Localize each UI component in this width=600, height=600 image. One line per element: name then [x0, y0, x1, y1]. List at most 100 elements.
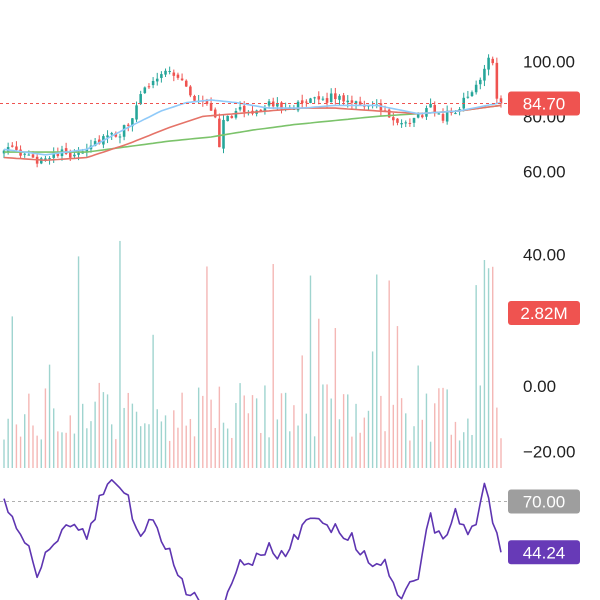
volume-bar — [396, 326, 399, 468]
candle-body — [491, 58, 495, 64]
volume-bar — [255, 398, 258, 468]
volume-bar — [57, 431, 59, 468]
candle-body — [31, 154, 35, 158]
volume-bar — [177, 427, 179, 468]
rsi-level-badge-bg — [508, 489, 580, 514]
volume-bar — [127, 392, 129, 468]
candle-body — [114, 133, 118, 137]
volume-bar — [409, 440, 411, 468]
volume-bar — [272, 264, 274, 468]
candle-body — [305, 101, 308, 103]
volume-bar — [305, 413, 308, 468]
volume-bar — [467, 418, 469, 468]
candle-body — [213, 109, 217, 118]
volume-bar — [90, 421, 92, 468]
volume-bar — [11, 316, 13, 468]
volume-bar — [131, 403, 134, 468]
volume-bar — [152, 334, 154, 468]
volume-bar — [347, 394, 349, 468]
volume-bar — [429, 441, 432, 468]
candle-body — [309, 98, 312, 103]
candle-body — [499, 98, 503, 104]
volume-bar — [222, 422, 225, 468]
volume-bar — [342, 394, 345, 468]
candle-body — [259, 109, 263, 111]
candle-body — [52, 152, 55, 158]
candle-body — [483, 68, 486, 81]
candle-body — [296, 101, 300, 111]
volume-bar — [181, 392, 183, 468]
volume-bar — [197, 387, 200, 468]
candle-body — [479, 79, 482, 85]
candle-body — [85, 148, 89, 152]
volume-bar — [86, 428, 88, 468]
candle-body — [416, 113, 420, 118]
volume-bar — [148, 424, 150, 468]
candle-body — [404, 122, 408, 124]
volume-bar — [115, 439, 117, 468]
volume-bar — [189, 418, 192, 468]
candle-body — [135, 105, 138, 120]
volume-bar — [243, 395, 245, 468]
candle-body — [396, 118, 399, 123]
candle-body — [421, 115, 424, 118]
volume-bar — [119, 240, 121, 468]
volume-bar — [351, 436, 353, 468]
candle-body — [346, 100, 350, 103]
volume-bar — [156, 409, 158, 468]
candle-body — [242, 105, 246, 112]
candle-body — [15, 146, 18, 150]
volume-bar — [214, 427, 216, 468]
volume-bar — [330, 398, 332, 468]
volume-bar — [106, 394, 109, 468]
volume-bar — [438, 388, 440, 468]
volume-bar — [376, 274, 378, 468]
candle-body — [126, 124, 130, 126]
candle-body — [329, 93, 333, 103]
volume-bar — [276, 419, 279, 468]
volume-bar — [123, 407, 125, 468]
candle-body — [106, 135, 109, 138]
volume-bar — [289, 431, 291, 468]
volume-bar — [135, 411, 138, 468]
volume-bar — [392, 404, 395, 468]
volume-bar — [77, 256, 80, 468]
candle-body — [226, 115, 229, 122]
candle-body — [168, 71, 171, 73]
volume-bar — [434, 403, 436, 468]
volume-bar — [28, 393, 30, 468]
volume-bar — [94, 401, 96, 468]
volume-bar — [231, 437, 233, 468]
candle-body — [193, 95, 196, 101]
candle-body — [300, 100, 304, 104]
volume-tick-label: 40.00 — [523, 245, 566, 264]
candle-body — [495, 62, 499, 99]
volume-bar — [36, 435, 38, 468]
volume-bar — [235, 403, 237, 468]
volume-bar — [496, 407, 498, 468]
candle-body — [317, 96, 321, 100]
volume-bar — [61, 432, 63, 468]
volume-bar — [239, 383, 241, 468]
volume-bar — [400, 398, 403, 468]
volume-tick-label: 0.00 — [523, 377, 556, 396]
candle-body — [338, 95, 341, 100]
volume-bar — [284, 392, 287, 468]
volume-bar — [206, 266, 208, 468]
volume-bar — [260, 432, 262, 468]
volume-bar — [139, 426, 142, 468]
volume-bar — [168, 440, 171, 468]
last-volume-badge-bg — [508, 301, 580, 325]
volume-bar — [463, 432, 465, 468]
volume-bar — [185, 425, 187, 468]
candle-body — [408, 122, 412, 124]
candle-body — [97, 139, 101, 144]
volume-bar — [425, 393, 428, 468]
candle-body — [437, 113, 441, 115]
candle-body — [151, 80, 155, 86]
candle-body — [400, 123, 403, 125]
candle-body — [39, 158, 43, 164]
volume-bar — [338, 419, 341, 468]
candle-body — [280, 102, 283, 110]
volume-panel — [3, 240, 502, 468]
